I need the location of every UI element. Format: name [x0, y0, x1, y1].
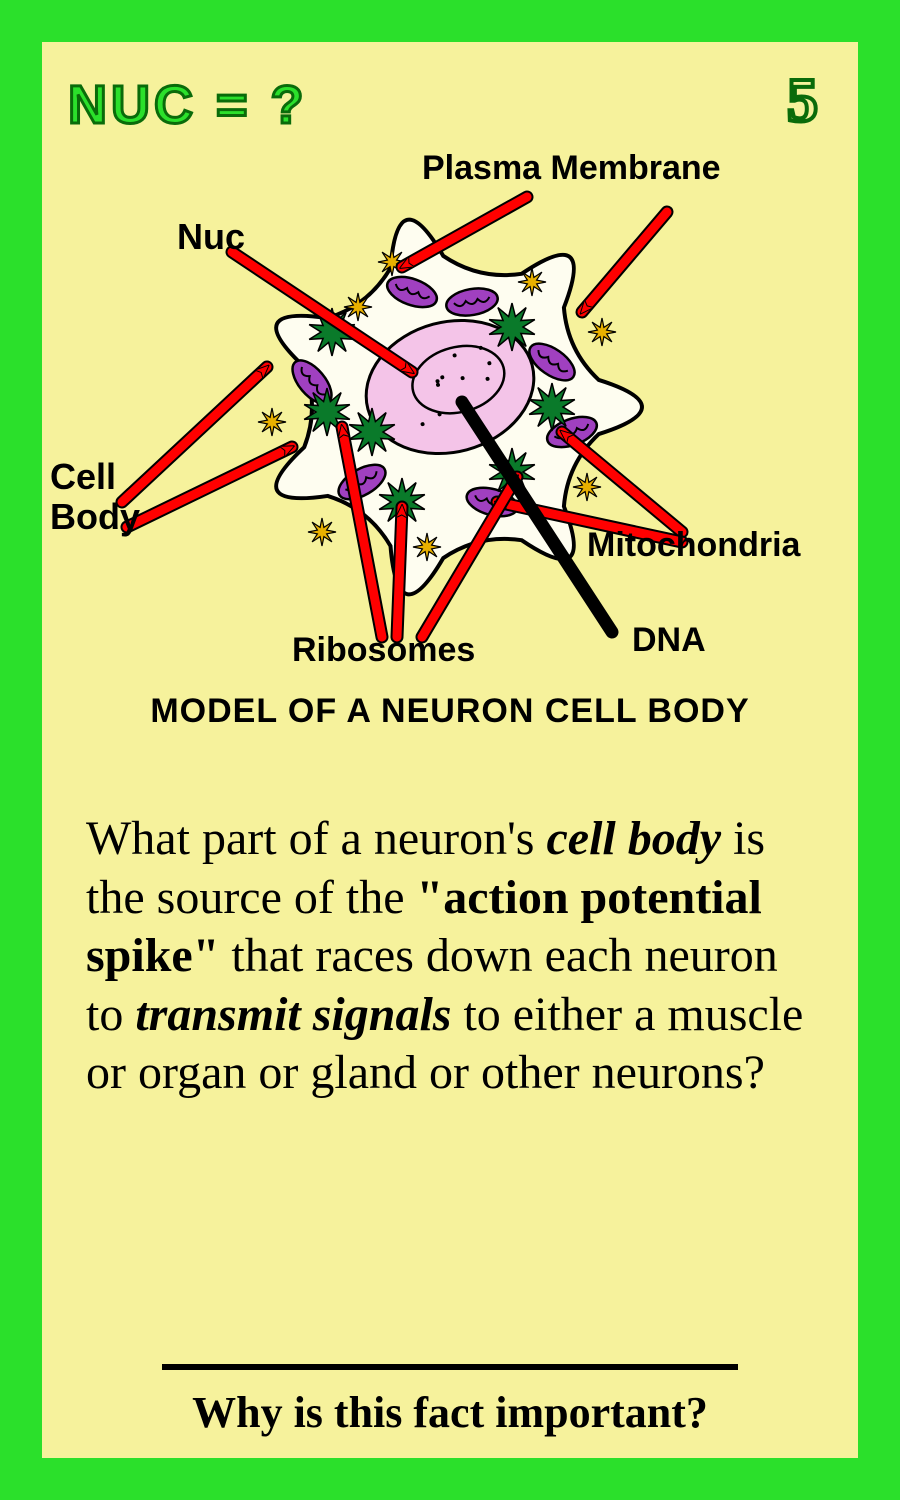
cell-diagram: Plasma Membrane Nuc Cell Body Mitochondr… [42, 132, 858, 672]
question-text: What part of a neuron's cell body is the… [86, 810, 814, 1103]
diagram-svg [42, 132, 858, 672]
header-title: NUC = ? [68, 74, 308, 136]
label-nuc: Nuc [177, 217, 245, 257]
label-ribosomes: Ribosomes [292, 632, 475, 669]
label-mitochondria: Mitochondria [587, 527, 800, 564]
card-inner: NUC = ? 5 Plasma Membrane Nuc Cell Body … [42, 42, 858, 1458]
footer-rule [162, 1364, 738, 1370]
card-frame: NUC = ? 5 Plasma Membrane Nuc Cell Body … [0, 0, 900, 1500]
label-plasma-membrane: Plasma Membrane [422, 150, 721, 187]
card-number: 5 [787, 66, 818, 137]
diagram-caption: MODEL OF A NEURON CELL BODY [42, 692, 858, 731]
label-dna: DNA [632, 622, 706, 659]
footer-text: Why is this fact important? [42, 1387, 858, 1438]
label-cell-body: Cell Body [50, 457, 140, 536]
